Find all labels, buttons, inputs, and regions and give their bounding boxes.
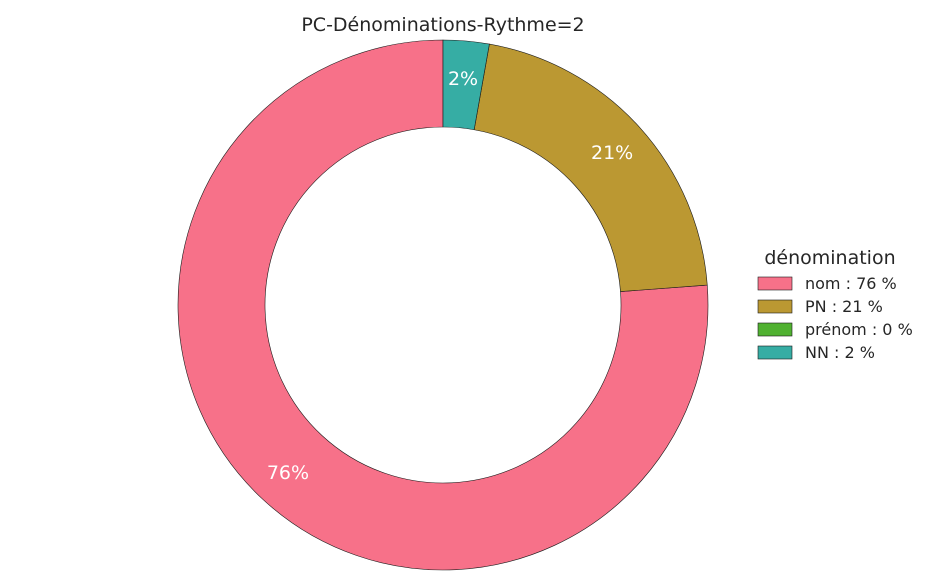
legend-label-pn: PN : 21 % — [805, 297, 883, 316]
legend-swatch-prénom — [757, 322, 793, 337]
slice-label-nom: 76% — [267, 462, 309, 484]
slice-labels: 76% 21% 2% — [267, 68, 633, 484]
legend-swatch-pn — [757, 299, 793, 314]
legend-label-nom: nom : 76 % — [805, 274, 897, 293]
donut-slices — [177, 39, 709, 571]
legend-label-prénom: prénom : 0 % — [805, 320, 913, 339]
chart-title: PC-Dénominations-Rythme=2 — [301, 14, 584, 36]
slice-label-pn: 21% — [591, 142, 633, 164]
legend-swatch-nom — [757, 276, 793, 291]
legend-swatch-nn — [757, 345, 793, 360]
legend-title: dénomination — [764, 247, 895, 269]
slice-pn — [473, 43, 708, 292]
slice-nom — [177, 39, 709, 571]
slice-nn — [442, 39, 490, 131]
slice-label-nn: 2% — [448, 68, 478, 90]
legend-label-nn: NN : 2 % — [805, 343, 875, 362]
legend: dénomination nom : 76 % PN : 21 % prénom :… — [757, 247, 913, 362]
